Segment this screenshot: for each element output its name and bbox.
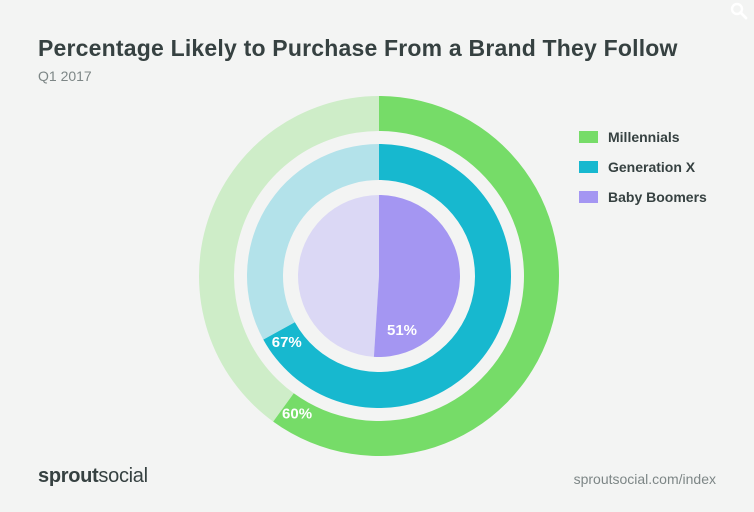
- ring-value-baby-boomers[interactable]: [373, 194, 461, 358]
- chart-title: Percentage Likely to Purchase From a Bra…: [38, 35, 678, 61]
- ring-track-baby-boomers: [298, 195, 379, 357]
- ring-track-generation-x: [246, 144, 379, 340]
- legend-item-baby-boomers[interactable]: Baby Boomers: [579, 182, 707, 212]
- data-label-baby-boomers: 51%: [387, 322, 417, 339]
- legend-item-millennials[interactable]: Millennials: [579, 122, 707, 152]
- ring-value-millennials[interactable]: [273, 96, 559, 457]
- legend-item-generation-x[interactable]: Generation X: [579, 152, 707, 182]
- legend-label: Generation X: [608, 159, 696, 175]
- sprout-social-logo: sproutsocial: [38, 465, 148, 487]
- legend-swatch-millennials: [579, 131, 598, 143]
- chart-subtitle: Q1 2017: [38, 68, 92, 84]
- footer-url: sproutsocial.com/index: [573, 471, 716, 487]
- legend-label: Millennials: [608, 129, 680, 145]
- legend: Millennials Generation X Baby Boomers: [579, 122, 707, 212]
- ring-value-generation-x[interactable]: [263, 144, 511, 409]
- data-label-millennials: 60%: [282, 406, 312, 423]
- legend-swatch-generation-x: [579, 161, 598, 173]
- ring-track-millennials: [199, 96, 379, 422]
- search-icon[interactable]: [730, 2, 748, 20]
- legend-swatch-baby-boomers: [579, 191, 598, 203]
- data-label-generation-x: 67%: [272, 334, 302, 351]
- legend-label: Baby Boomers: [608, 189, 707, 205]
